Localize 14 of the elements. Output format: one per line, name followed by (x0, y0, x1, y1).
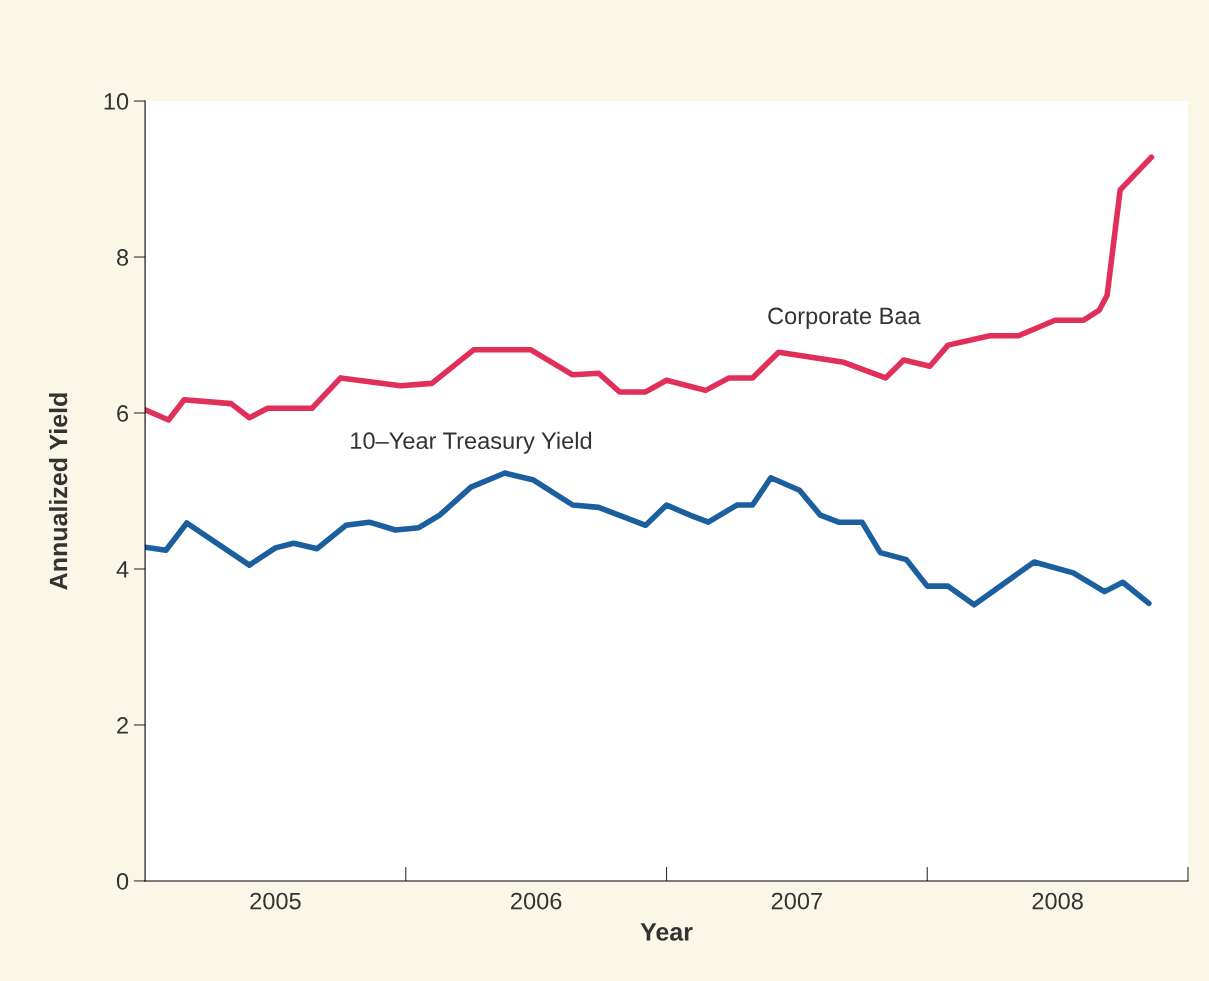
x-tick-label: 2006 (511, 892, 562, 910)
series-label: 10–Year Treasury Yield (351, 431, 592, 454)
x-axis-title: Year (640, 923, 693, 941)
series-label: Corporate Baa (768, 307, 921, 329)
y-tick-label: 10 (104, 93, 129, 110)
y-tick-label: 4 (116, 561, 129, 578)
y-tick-label: 0 (116, 873, 129, 890)
y-tick-label: 8 (117, 249, 129, 266)
y-tick-label: 6 (117, 405, 129, 422)
x-tick-label: 2005 (250, 892, 301, 910)
y-axis-title: Annualized Yield (48, 393, 68, 590)
x-tick-label: 2007 (771, 892, 822, 910)
x-tick-label: 2008 (1032, 892, 1083, 910)
y-tick-label: 2 (117, 717, 128, 734)
